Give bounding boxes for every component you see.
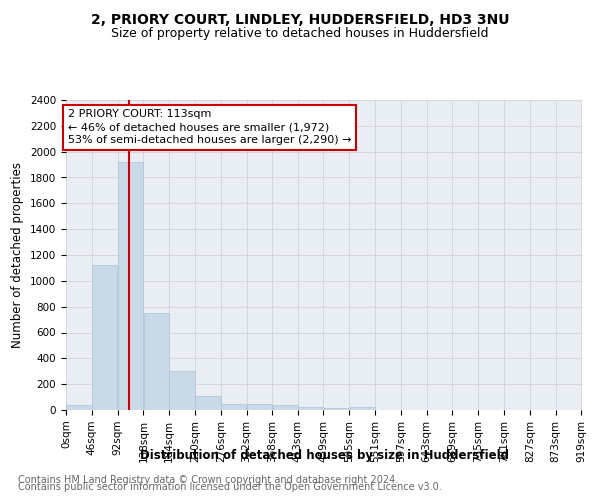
Bar [324, 408, 349, 410]
Bar [350, 408, 375, 410]
Text: Distribution of detached houses by size in Huddersfield: Distribution of detached houses by size … [139, 448, 509, 462]
Text: 2, PRIORY COURT, LINDLEY, HUDDERSFIELD, HD3 3NU: 2, PRIORY COURT, LINDLEY, HUDDERSFIELD, … [91, 12, 509, 26]
Text: Contains HM Land Registry data © Crown copyright and database right 2024.: Contains HM Land Registry data © Crown c… [18, 475, 398, 485]
Text: 2 PRIORY COURT: 113sqm
← 46% of detached houses are smaller (1,972)
53% of semi-: 2 PRIORY COURT: 113sqm ← 46% of detached… [68, 109, 351, 146]
Bar [169, 371, 195, 410]
Y-axis label: Number of detached properties: Number of detached properties [11, 162, 25, 348]
Bar [92, 266, 118, 410]
Bar [195, 396, 221, 410]
Bar [143, 313, 169, 410]
Bar [272, 406, 298, 410]
Bar [221, 404, 247, 410]
Text: Size of property relative to detached houses in Huddersfield: Size of property relative to detached ho… [111, 28, 489, 40]
Bar [298, 407, 323, 410]
Bar [66, 406, 92, 410]
Text: Contains public sector information licensed under the Open Government Licence v3: Contains public sector information licen… [18, 482, 442, 492]
Bar [247, 404, 272, 410]
Bar [118, 162, 143, 410]
